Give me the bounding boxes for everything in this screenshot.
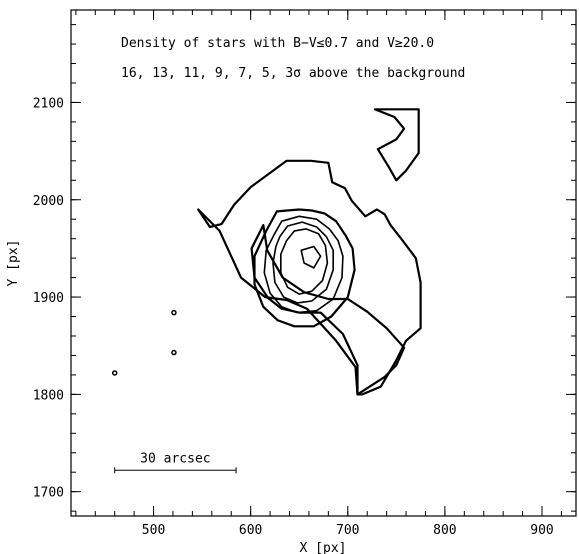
title-line-1: Density of stars with B−V≤0.7 and V≥20.0 — [121, 36, 434, 51]
contour-5sigma — [250, 224, 406, 396]
y-tick-label: 1900 — [33, 291, 64, 306]
isolated-point — [171, 349, 177, 356]
contour-7sigma — [253, 208, 356, 328]
plot-frame — [70, 9, 577, 517]
isolated-point — [171, 309, 177, 316]
contour-3sigma — [373, 108, 420, 182]
x-tick-label: 800 — [433, 523, 456, 538]
y-tick-label: 1700 — [33, 486, 64, 501]
scale-bar-label: 30 arcsec — [140, 451, 210, 466]
isolated-point — [111, 370, 118, 376]
y-tick-label: 2000 — [33, 194, 64, 209]
axis-ticks: 500 600 700 800 900 1700 1800 1900 2000 2100 — [33, 10, 576, 538]
contour-13sigma — [280, 228, 329, 295]
contour-9sigma — [263, 215, 344, 314]
x-tick-label: 500 — [142, 523, 165, 538]
y-tick-label: 1800 — [33, 388, 64, 403]
x-tick-label: 600 — [239, 523, 262, 538]
contour-16sigma — [300, 245, 322, 269]
x-tick-label: 900 — [530, 523, 553, 538]
contour-lines — [197, 108, 422, 396]
x-tick-label: 700 — [336, 523, 359, 538]
isolated-points — [111, 309, 177, 376]
contour-3sigma — [197, 159, 422, 396]
x-axis-label: X [px] — [300, 541, 347, 554]
contour-11sigma — [272, 221, 334, 304]
title-line-2: 16, 13, 11, 9, 7, 5, 3σ above the backgr… — [121, 66, 465, 81]
y-axis-label: Y [px] — [6, 240, 21, 287]
y-tick-label: 2100 — [33, 96, 64, 111]
scale-bar: 30 arcsec — [114, 451, 237, 474]
